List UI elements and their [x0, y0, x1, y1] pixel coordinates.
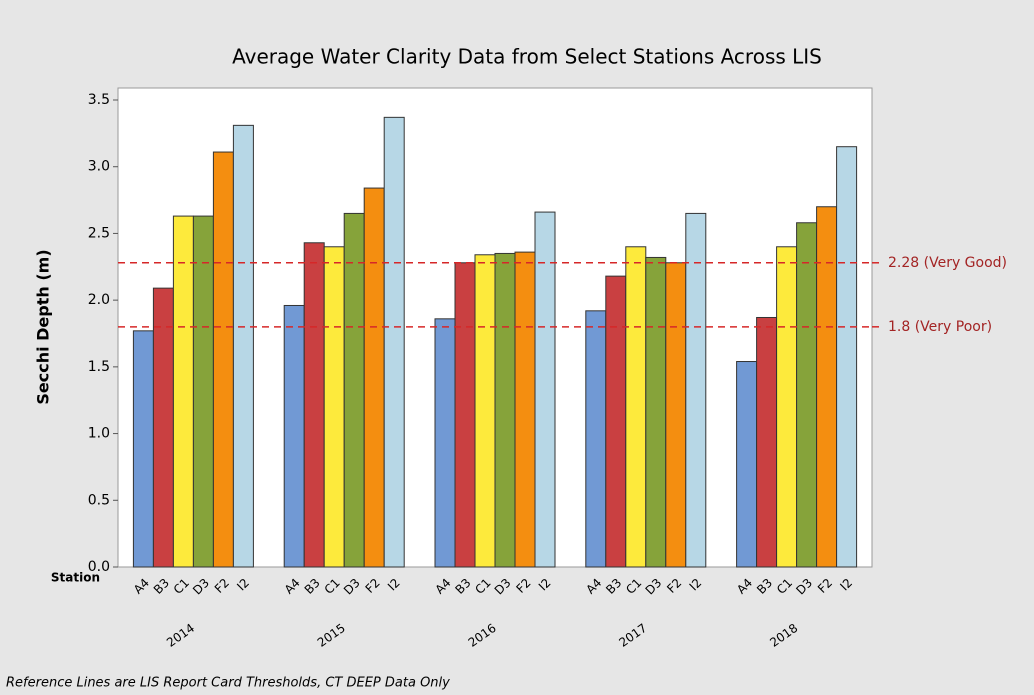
- group-label: Station: [51, 571, 100, 585]
- bar: [514, 251, 536, 568]
- station-label: C1: [623, 576, 644, 597]
- station-label: A4: [734, 576, 755, 597]
- bar: [816, 206, 838, 568]
- station-label: B3: [452, 576, 473, 597]
- bar: [796, 222, 818, 568]
- station-label: A4: [131, 576, 152, 597]
- bar: [836, 146, 858, 568]
- station-label: C1: [774, 576, 795, 597]
- station-label: I2: [837, 576, 855, 594]
- station-label: A4: [432, 576, 453, 597]
- station-label: C1: [472, 576, 493, 597]
- bar: [534, 211, 556, 568]
- station-label: D3: [341, 576, 363, 598]
- bar: [685, 212, 707, 568]
- station-label: I2: [687, 576, 705, 594]
- station-label: F2: [363, 576, 383, 596]
- bar: [132, 330, 154, 568]
- bar: [736, 361, 758, 568]
- station-label: A4: [583, 576, 604, 597]
- bar: [152, 287, 174, 568]
- station-label: C1: [171, 576, 192, 597]
- footnote: Reference Lines are LIS Report Card Thre…: [6, 676, 450, 691]
- bar: [776, 246, 798, 568]
- bar: [434, 318, 456, 568]
- reference-label: 2.28 (Very Good): [888, 255, 1007, 271]
- x-tick-label: 2018: [767, 621, 800, 650]
- bar: [343, 212, 365, 568]
- station-label: I2: [385, 576, 403, 594]
- station-label: D3: [793, 576, 815, 598]
- station-label: A4: [282, 576, 303, 597]
- bar: [494, 252, 516, 568]
- bar: [283, 304, 305, 568]
- chart-title: Average Water Clarity Data from Select S…: [232, 45, 822, 69]
- bar: [383, 116, 405, 568]
- bar: [665, 262, 687, 568]
- bar: [192, 215, 214, 568]
- bar: [625, 246, 647, 568]
- station-label: D3: [643, 576, 665, 598]
- bar: [232, 124, 254, 568]
- bar: [756, 316, 778, 568]
- station-label: B3: [754, 576, 775, 597]
- station-label: B3: [151, 576, 172, 597]
- station-label: D3: [190, 576, 212, 598]
- bar: [172, 215, 194, 568]
- x-tick-label: 2014: [164, 621, 197, 650]
- station-label: D3: [492, 576, 514, 598]
- bar: [363, 187, 385, 568]
- station-label: I2: [536, 576, 554, 594]
- y-tick-label: 0.5: [88, 492, 110, 508]
- y-tick-label: 1.0: [88, 426, 110, 442]
- station-label: B3: [603, 576, 624, 597]
- bar: [645, 256, 667, 568]
- y-tick-label: 3.0: [88, 159, 110, 175]
- bar: [454, 262, 476, 568]
- y-tick-label: 1.5: [88, 359, 110, 375]
- bar: [474, 254, 496, 568]
- bar: [323, 246, 345, 568]
- y-tick-label: 2.5: [88, 225, 110, 241]
- bar: [212, 151, 234, 568]
- y-axis-title: Secchi Depth (m): [34, 249, 53, 404]
- y-tick-label: 2.0: [88, 292, 110, 308]
- bar: [303, 242, 325, 568]
- bar: [605, 275, 627, 568]
- y-tick-label: 0.0: [88, 559, 110, 575]
- station-label: F2: [815, 576, 835, 596]
- y-tick-label: 3.5: [88, 92, 110, 108]
- x-tick-label: 2015: [315, 621, 348, 650]
- station-label: I2: [234, 576, 252, 594]
- station-label: F2: [513, 576, 533, 596]
- station-label: C1: [322, 576, 343, 597]
- x-tick-label: 2017: [616, 621, 649, 650]
- reference-label: 1.8 (Very Poor): [888, 319, 992, 335]
- station-label: F2: [212, 576, 232, 596]
- station-label: F2: [664, 576, 684, 596]
- x-tick-label: 2016: [466, 621, 499, 650]
- bar: [585, 310, 607, 568]
- station-label: B3: [302, 576, 323, 597]
